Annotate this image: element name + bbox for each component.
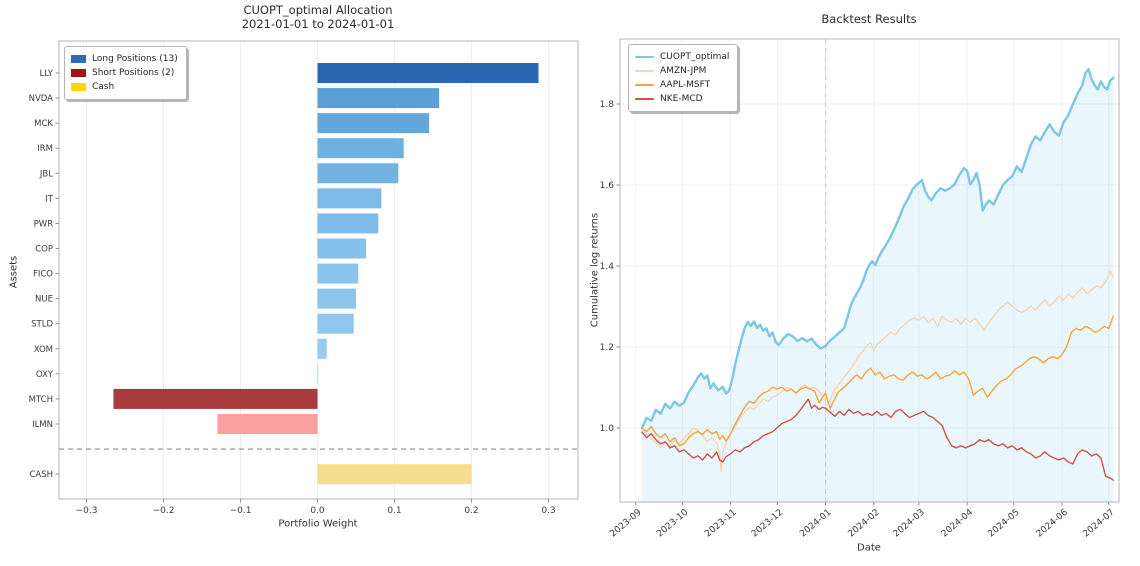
- x-tick-label: −0.2: [153, 506, 175, 516]
- legend-label: NKE-MCD: [660, 94, 703, 104]
- y-tick-label-COP: COP: [35, 244, 53, 254]
- bar-ILMN: [217, 413, 318, 434]
- x-tick-label-2024-02: 2024-02: [846, 508, 881, 540]
- allocation-title-line1: CUOPT_optimal Allocation: [243, 3, 393, 17]
- series-line-NKE-MCD: [641, 398, 1115, 481]
- bar-STLD: [317, 313, 354, 334]
- y-tick-label-MCK: MCK: [34, 119, 53, 129]
- x-tick-label: −0.1: [230, 506, 252, 516]
- y-tick-label: 1.0: [600, 424, 615, 434]
- bar-COP: [317, 238, 367, 259]
- legend-label: CUOPT_optimal: [660, 52, 730, 62]
- x-tick-label-2024-03: 2024-03: [892, 508, 927, 540]
- y-tick-label-MTCH: MTCH: [29, 395, 53, 405]
- allocation-plot-frame: [58, 40, 579, 500]
- bar-IT: [317, 188, 382, 209]
- legend-line-sample: [635, 55, 654, 59]
- legend-label: Short Positions (2): [92, 68, 175, 78]
- legend-item-aapl-msft: AAPL-MSFT: [635, 78, 729, 92]
- legend-line-sample: [635, 84, 654, 86]
- legend-item-cuopt-optimal: CUOPT_optimal: [635, 50, 729, 64]
- x-tick-label-2024-04: 2024-04: [940, 507, 975, 539]
- x-tick-label: 0.0: [310, 506, 325, 516]
- y-tick-label-CASH: CASH: [29, 470, 53, 480]
- y-tick-label: 1.8: [600, 100, 615, 110]
- x-tick-label-2024-01: 2024-01: [798, 508, 833, 540]
- backtest-title: Backtest Results: [821, 12, 917, 26]
- bar-LLY: [317, 63, 539, 83]
- legend-label: AMZN-JPM: [660, 66, 707, 76]
- legend-line-sample: [635, 98, 654, 100]
- x-tick-label-2024-05: 2024-05: [986, 508, 1021, 540]
- bar-JBL: [317, 163, 399, 184]
- legend-item-amzn-jpm: AMZN-JPM: [635, 64, 729, 78]
- y-tick-label-OXY: OXY: [36, 370, 54, 380]
- x-tick-label: −0.3: [76, 506, 98, 516]
- legend-item-nke-mcd: NKE-MCD: [635, 92, 729, 106]
- bar-XOM: [317, 338, 327, 359]
- y-tick-label-LLY: LLY: [39, 69, 53, 79]
- y-tick-label: 1.6: [600, 181, 615, 191]
- legend-item-cash: Cash: [71, 80, 178, 94]
- y-tick-label-PWR: PWR: [34, 219, 54, 229]
- bar-FICO: [317, 263, 359, 284]
- bar-NVDA: [317, 88, 440, 109]
- y-tick-label: 1.2: [600, 343, 614, 353]
- x-tick-label-2023-10: 2023-10: [655, 507, 690, 539]
- x-tick-label: 0.3: [541, 506, 555, 516]
- allocation-ylabel: Assets: [8, 255, 20, 289]
- bar-CASH: [317, 464, 472, 485]
- allocation-xlabel: Portfolio Weight: [278, 518, 358, 530]
- y-tick-label-IRM: IRM: [37, 144, 53, 154]
- y-tick-label-JBL: JBL: [39, 169, 53, 179]
- y-tick-label-XOM: XOM: [34, 345, 53, 355]
- series-line-AMZN-JPM: [641, 271, 1115, 473]
- legend-swatch: [71, 55, 86, 63]
- allocation-legend: Long Positions (13) Short Positions (2) Ca…: [64, 46, 187, 100]
- legend-swatch: [71, 69, 86, 77]
- bar-IRM: [317, 138, 404, 159]
- legend-label: Long Positions (13): [92, 54, 178, 64]
- x-tick-label-2023-09: 2023-09: [608, 507, 643, 539]
- legend-item-short-positions-2-: Short Positions (2): [71, 66, 178, 80]
- y-tick-label-FICO: FICO: [33, 270, 53, 280]
- x-tick-label-2024-06: 2024-06: [1035, 507, 1070, 539]
- legend-line-sample: [635, 70, 654, 72]
- bar-NUE: [317, 288, 356, 309]
- y-tick-label-NVDA: NVDA: [29, 94, 54, 104]
- legend-label: AAPL-MSFT: [660, 80, 711, 90]
- backtest-legend: CUOPT_optimal AMZN-JPM AAPL-MSFT NKE-MCD: [628, 44, 739, 112]
- y-tick-label-IT: IT: [45, 194, 54, 204]
- legend-swatch: [71, 83, 86, 91]
- backtest-xlabel: Date: [857, 542, 881, 554]
- y-tick-label-NUE: NUE: [35, 295, 53, 305]
- bar-OXY: [317, 363, 319, 384]
- bar-MCK: [317, 113, 430, 134]
- x-tick-label-2023-12: 2023-12: [750, 508, 785, 540]
- bar-PWR: [317, 213, 379, 234]
- series-line-AAPL-MSFT: [641, 315, 1115, 447]
- x-tick-label: 0.1: [387, 506, 401, 516]
- series-line-CUOPT_optimal: [640, 67, 1115, 430]
- series-fill-CUOPT_optimal: [641, 69, 1114, 502]
- backtest-plot-frame: [619, 38, 1120, 503]
- legend-label: Cash: [92, 82, 115, 92]
- x-tick-label-2023-11: 2023-11: [703, 508, 738, 540]
- x-tick-label-2024-07: 2024-07: [1081, 508, 1116, 540]
- legend-item-long-positions-13-: Long Positions (13): [71, 52, 178, 66]
- bar-MTCH: [113, 388, 318, 409]
- backtest-ylabel: Cumulative log returns: [589, 212, 601, 328]
- y-tick-label-ILMN: ILMN: [32, 420, 53, 430]
- y-tick-label-STLD: STLD: [31, 320, 53, 330]
- allocation-title-line2: 2021-01-01 to 2024-01-01: [241, 17, 395, 31]
- x-tick-label: 0.2: [464, 506, 478, 516]
- allocation-title: CUOPT_optimal Allocation 2021-01-01 to 2…: [242, 3, 395, 31]
- y-tick-label: 1.4: [600, 262, 615, 272]
